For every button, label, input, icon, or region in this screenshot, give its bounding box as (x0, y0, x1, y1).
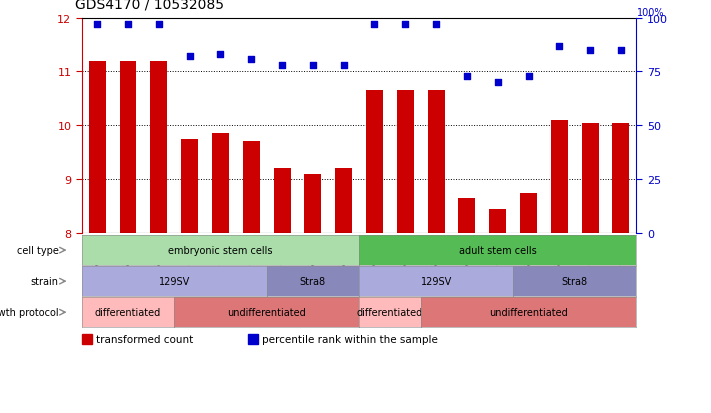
Point (430, 22, 442, 28)
Point (369, 22, 380, 28)
Text: differentiated: differentiated (357, 307, 423, 318)
Bar (551, 121, 568, 233)
Text: transformed count: transformed count (95, 334, 193, 344)
Bar (242, 142, 260, 233)
Point (338, 62, 349, 69)
Text: undifferentiated: undifferentiated (228, 307, 306, 318)
Point (554, 43, 565, 50)
Bar (150, 62, 167, 233)
Bar (82, 334, 92, 344)
Point (277, 62, 288, 69)
Text: GDS4170 / 10532085: GDS4170 / 10532085 (75, 0, 224, 11)
Text: Stra8: Stra8 (562, 276, 588, 287)
Bar (248, 334, 258, 344)
Bar (119, 62, 137, 233)
Point (492, 80, 503, 86)
Bar (181, 140, 198, 233)
Bar (274, 169, 291, 233)
Text: growth protocol: growth protocol (0, 307, 59, 318)
Bar (427, 91, 444, 233)
Bar (89, 62, 106, 233)
Bar (212, 134, 229, 233)
Bar (582, 123, 599, 233)
Text: 100%: 100% (637, 8, 665, 18)
Text: adult stem cells: adult stem cells (459, 245, 537, 256)
Text: cell type: cell type (17, 245, 59, 256)
Bar (397, 91, 414, 233)
Bar (304, 174, 321, 233)
Point (615, 47, 626, 54)
Point (584, 47, 596, 54)
Point (184, 54, 196, 61)
Text: 129SV: 129SV (159, 276, 190, 287)
Text: percentile rank within the sample: percentile rank within the sample (262, 334, 438, 344)
Point (400, 22, 411, 28)
Point (153, 22, 164, 28)
Point (523, 73, 534, 80)
Bar (489, 209, 506, 233)
Point (461, 73, 473, 80)
Point (122, 22, 134, 28)
Bar (520, 193, 537, 233)
Bar (612, 123, 629, 233)
Bar (335, 169, 352, 233)
Text: Stra8: Stra8 (300, 276, 326, 287)
Bar (459, 198, 476, 233)
Bar (366, 91, 383, 233)
Text: undifferentiated: undifferentiated (489, 307, 568, 318)
Text: embryonic stem cells: embryonic stem cells (169, 245, 272, 256)
Text: differentiated: differentiated (95, 307, 161, 318)
Text: 129SV: 129SV (420, 276, 451, 287)
Point (92, 22, 103, 28)
Point (215, 52, 226, 58)
Text: strain: strain (31, 276, 59, 287)
Point (245, 56, 257, 63)
Point (307, 62, 319, 69)
